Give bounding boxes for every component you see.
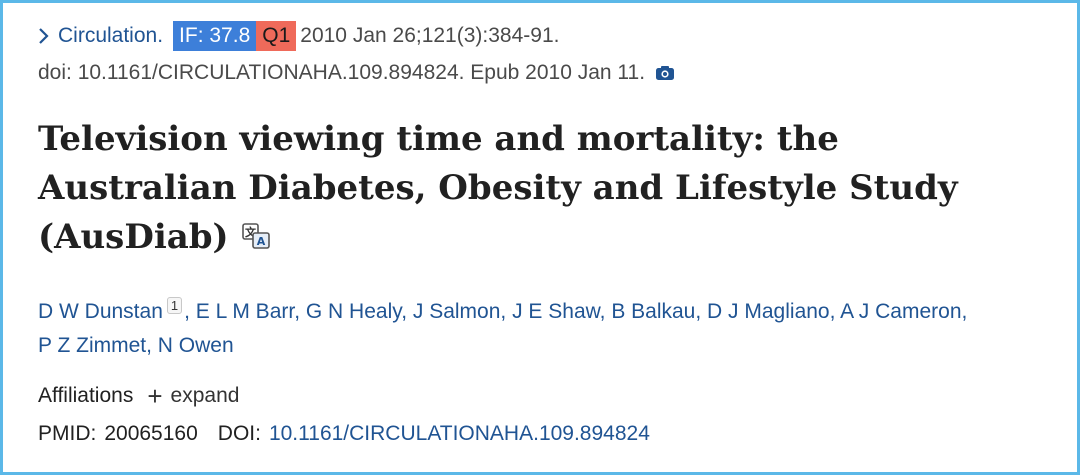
camera-icon[interactable] — [655, 65, 675, 81]
journal-link[interactable]: Circulation. — [58, 24, 164, 47]
author-link[interactable]: A J Cameron — [840, 300, 962, 323]
plus-icon: + — [147, 381, 163, 411]
authors-list: D W Dunstan 1, E L M Barr, G N Healy, J S… — [38, 297, 968, 357]
author-link[interactable]: P Z Zimmet — [38, 334, 147, 357]
pmid-label: PMID: — [38, 422, 97, 445]
author-link[interactable]: J Salmon — [412, 300, 501, 323]
pmid-value: 20065160 — [104, 422, 198, 445]
affiliation-ref[interactable]: 1 — [166, 297, 183, 314]
impact-factor-badge: IF: 37.8 — [173, 21, 257, 51]
affiliations-row: Affiliations + expand — [38, 381, 239, 411]
identifiers-row: PMID: 20065160 DOI: 10.1161/CIRCULATIONAHA.… — [38, 419, 650, 449]
expand-label: expand — [170, 384, 240, 407]
author-link[interactable]: D W Dunstan — [38, 300, 163, 323]
citation-details: 2010 Jan 26;121(3):384-91. — [300, 24, 560, 47]
author-link[interactable]: D J Magliano — [707, 300, 830, 323]
doi-epub-line: doi: 10.1161/CIRCULATIONAHA.109.894824. … — [38, 58, 675, 88]
doi-label: DOI: — [217, 422, 261, 445]
affiliations-label: Affiliations — [38, 384, 134, 407]
title-line-2: Australian Diabetes, Obesity and Lifesty… — [38, 168, 958, 208]
translate-icon[interactable]: 文 A — [241, 215, 271, 264]
author-link[interactable]: B Balkau — [611, 300, 696, 323]
expand-affiliations-button[interactable]: + expand — [147, 381, 239, 411]
citation-line: Circulation. IF: 37.8 Q1 2010 Jan 26;121… — [38, 21, 559, 51]
title-line-1: Television viewing time and mortality: t… — [38, 119, 839, 159]
author-link[interactable]: J E Shaw — [512, 300, 600, 323]
svg-text:A: A — [256, 235, 265, 248]
author-link[interactable]: E L M Barr — [195, 300, 295, 323]
page-title: Television viewing time and mortality: t… — [38, 115, 1028, 264]
author-link[interactable]: G N Healy — [305, 300, 402, 323]
chevron-right-icon[interactable] — [38, 27, 50, 45]
doi-link[interactable]: 10.1161/CIRCULATIONAHA.109.894824 — [268, 422, 650, 445]
quartile-badge: Q1 — [256, 21, 297, 51]
author-link[interactable]: N Owen — [157, 334, 234, 357]
title-line-3: (AusDiab) — [38, 217, 229, 257]
doi-epub-text: doi: 10.1161/CIRCULATIONAHA.109.894824. … — [38, 61, 646, 84]
